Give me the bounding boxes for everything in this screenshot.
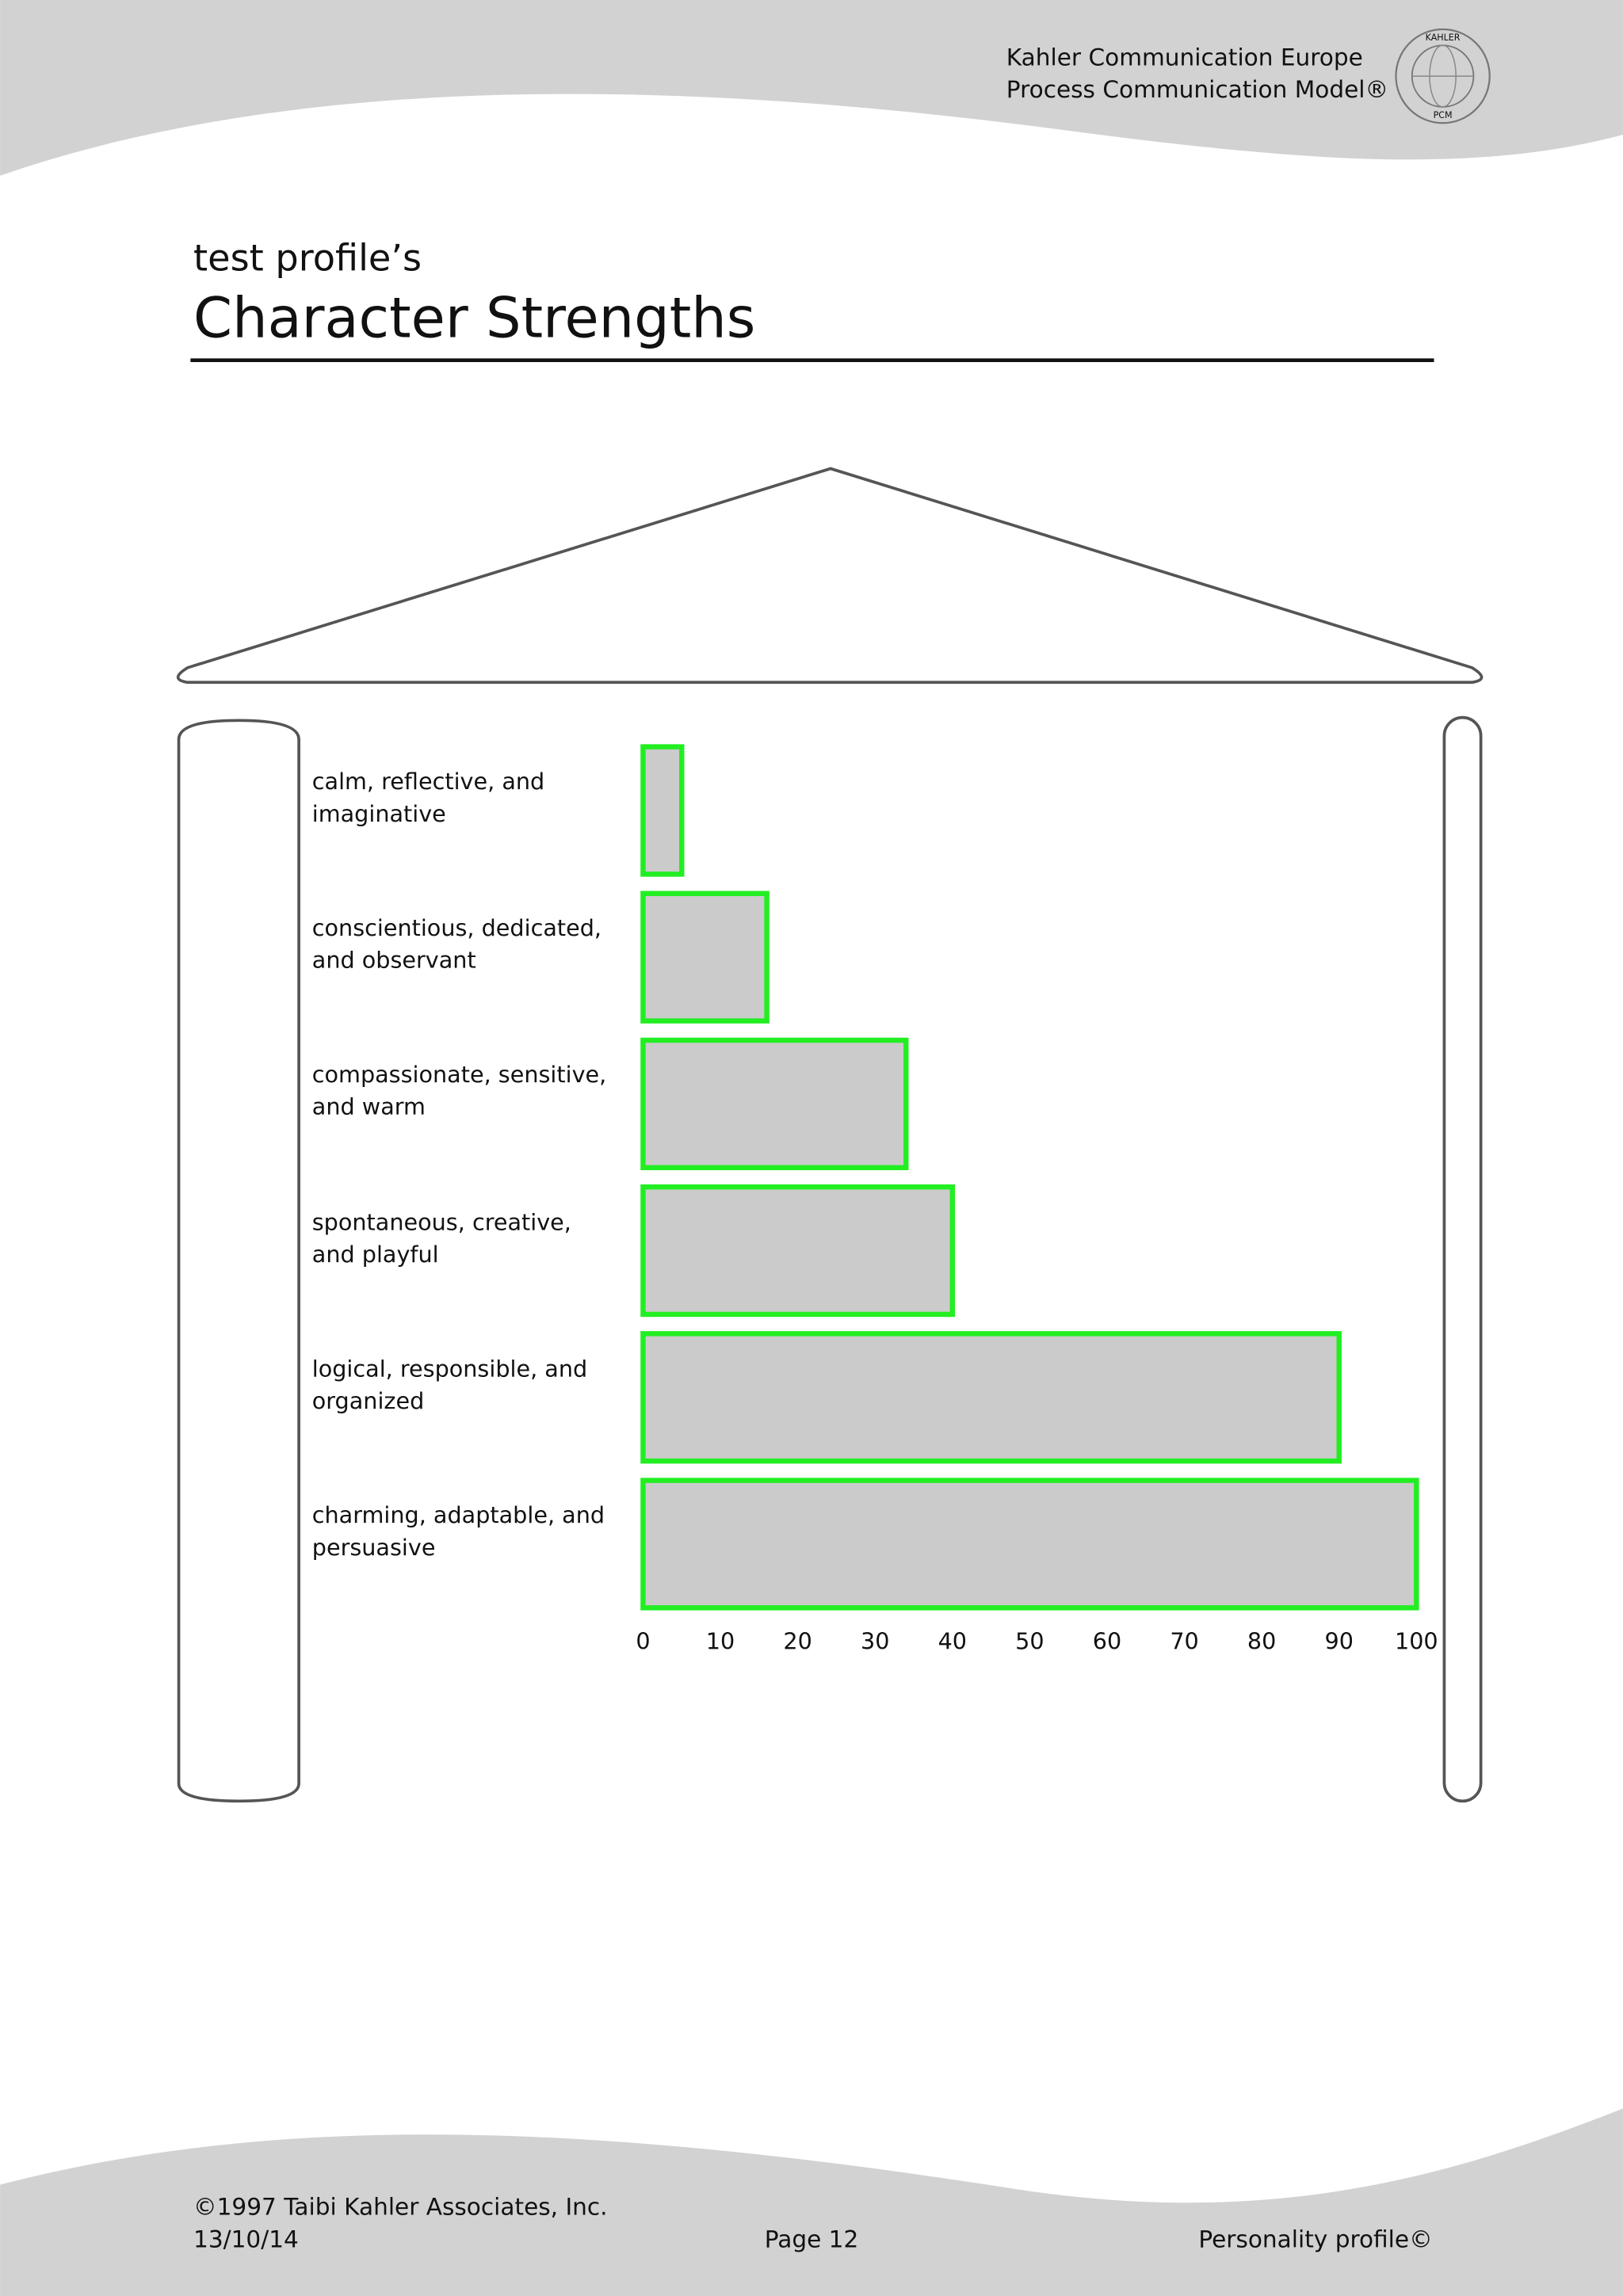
- category-label-box: logical, responsible, and organized: [311, 1356, 588, 1414]
- category-label: calm, reflective, and imaginative: [311, 769, 545, 828]
- category-label-box: conscientious, dedicated, and observant: [311, 915, 602, 974]
- heading-title: Character Strengths: [193, 286, 755, 351]
- x-tick-label: 20: [783, 1628, 812, 1655]
- bar: [640, 1184, 956, 1318]
- x-tick-label: 0: [636, 1628, 650, 1655]
- right-column: [1442, 715, 1483, 1803]
- category-label-box: calm, reflective, and imaginative: [311, 769, 545, 828]
- header-model: Process Communication Model®: [1006, 76, 1388, 103]
- category-label-box: spontaneous, creative, and playful: [311, 1208, 571, 1268]
- category-label: charming, adaptable, and persuasive: [311, 1502, 605, 1562]
- footer-band: [0, 2108, 1623, 2296]
- x-tick-label: 70: [1170, 1628, 1198, 1655]
- category-label: logical, responsible, and organized: [311, 1356, 588, 1414]
- category-label: spontaneous, creative, and playful: [311, 1208, 571, 1268]
- footer-date: 13/10/14: [193, 2225, 299, 2252]
- x-tick-label: 80: [1247, 1628, 1276, 1655]
- x-tick-label: 100: [1395, 1628, 1438, 1655]
- x-tick-label: 40: [938, 1628, 967, 1655]
- x-tick-label: 90: [1325, 1628, 1354, 1655]
- x-tick-label: 10: [706, 1628, 735, 1655]
- logo-bottom-text: PCM: [1434, 110, 1453, 120]
- footer-copyright: ©1997 Taibi Kahler Associates, Inc.: [193, 2194, 608, 2221]
- bar: [640, 1037, 909, 1171]
- x-tick-label: 60: [1093, 1628, 1121, 1655]
- bar: [640, 891, 769, 1024]
- category-label-box: charming, adaptable, and persuasive: [311, 1502, 605, 1562]
- bar: [640, 744, 685, 877]
- x-tick-label: 50: [1015, 1628, 1044, 1655]
- category-label: compassionate, sensitive, and warm: [311, 1062, 607, 1121]
- footer-page: Page 12: [765, 2225, 859, 2252]
- logo-top-text: KAHLER: [1426, 32, 1461, 43]
- bar: [640, 1331, 1342, 1464]
- header-band: [0, 0, 1623, 176]
- category-label-box: compassionate, sensitive, and warm: [311, 1062, 607, 1121]
- chart: 0 10 20 30 40 50 60 70 80 90 100 calm, reflective, …: [311, 744, 1438, 1655]
- bar: [640, 1478, 1419, 1611]
- logo: KAHLER PCM: [1395, 28, 1491, 124]
- x-tick-label: 30: [861, 1628, 889, 1655]
- category-label: conscientious, dedicated, and observant: [311, 915, 602, 974]
- roof: [176, 467, 1484, 685]
- left-column: [177, 719, 300, 1803]
- heading-subtitle: test profile’s: [193, 236, 422, 279]
- footer-product: Personality profile©: [1198, 2225, 1432, 2252]
- header-company: Kahler Communication Europe: [1006, 44, 1363, 71]
- logo-ring: [1395, 28, 1491, 124]
